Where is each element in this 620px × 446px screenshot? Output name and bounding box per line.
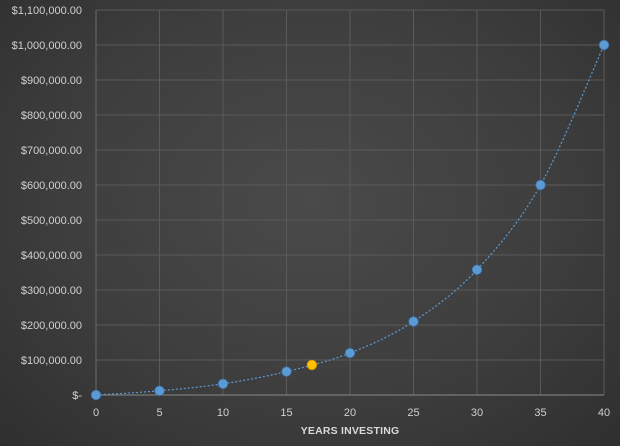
axes xyxy=(95,10,604,396)
highlight-point xyxy=(306,359,318,371)
data-point xyxy=(217,378,229,390)
y-tick-label: $100,000.00 xyxy=(21,355,82,367)
data-point xyxy=(281,366,292,377)
data-point xyxy=(344,347,356,359)
y-tick-label: $500,000.00 xyxy=(21,215,82,227)
x-axis-tick-labels: 0 5 10 15 20 25 30 35 40 xyxy=(93,407,610,419)
data-point xyxy=(535,179,546,191)
x-tick-label: 35 xyxy=(534,407,546,419)
grid xyxy=(96,9,605,395)
y-tick-label: $600,000.00 xyxy=(21,180,82,192)
x-tick-label: 5 xyxy=(156,407,162,419)
x-tick-label: 15 xyxy=(280,407,292,419)
y-axis-tick-labels: $- $100,000.00 $200,000.00 $300,000.00 $400,… xyxy=(12,5,83,402)
x-tick-label: 10 xyxy=(217,407,229,419)
y-tick-label: $900,000.00 xyxy=(21,75,82,87)
y-tick-label: $300,000.00 xyxy=(21,285,82,297)
x-tick-label: 25 xyxy=(407,407,419,419)
data-points xyxy=(90,39,610,401)
y-tick-label: $- xyxy=(72,390,82,402)
y-tick-label: $400,000.00 xyxy=(21,250,82,262)
y-tick-label: $200,000.00 xyxy=(21,320,82,332)
y-tick-label: $1,000,000.00 xyxy=(12,40,82,52)
x-axis-title: YEARS INVESTING xyxy=(301,425,400,437)
x-tick-label: 20 xyxy=(344,407,356,419)
x-tick-label: 40 xyxy=(598,407,610,419)
data-point xyxy=(154,385,165,397)
data-point xyxy=(598,39,610,51)
x-tick-label: 0 xyxy=(93,407,99,419)
x-tick-label: 30 xyxy=(471,407,483,419)
y-tick-label: $1,100,000.00 xyxy=(12,5,82,17)
data-point xyxy=(408,316,419,327)
data-point xyxy=(90,389,102,401)
y-tick-label: $800,000.00 xyxy=(21,110,82,122)
y-tick-label: $700,000.00 xyxy=(21,145,82,157)
data-point xyxy=(471,264,483,275)
